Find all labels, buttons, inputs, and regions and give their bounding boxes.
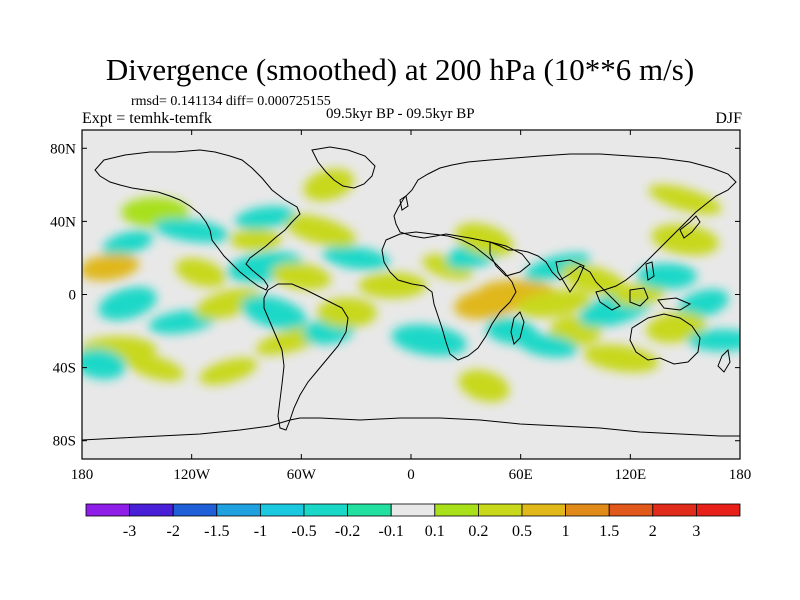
colorbar: -3 -2 -1.5 -1 -0.5 -0.2 -0.1 0.1 0.2 0.5 1 1.5 2 3 [85, 503, 741, 540]
colorbar-label: -0.5 [291, 523, 316, 540]
divergence-anomaly [646, 311, 706, 343]
divergence-anomaly [154, 218, 230, 243]
experiment-label: Expt = temhk-temfk [82, 110, 212, 127]
divergence-anomaly [518, 334, 578, 358]
y-tick-label: 80N [50, 141, 76, 157]
x-tick-label: 60E [509, 467, 533, 483]
divergence-anomaly [454, 223, 514, 257]
colorbar-label: 0.2 [468, 523, 488, 540]
stats-text: rmsd= 0.141134 diff= 0.000725155 [131, 94, 331, 109]
divergence-anomaly [303, 168, 355, 201]
divergence-anomaly [229, 228, 282, 251]
season-label: DJF [715, 110, 742, 127]
y-tick-label: 40S [53, 361, 76, 377]
colorbar-label: -0.1 [379, 523, 404, 540]
divergence-anomaly [515, 289, 592, 318]
coastline-south-america [263, 283, 349, 431]
divergence-anomaly [240, 295, 307, 330]
divergence-anomaly [317, 297, 378, 328]
colorbar-swatch [608, 503, 654, 517]
coastline-japan [679, 215, 701, 239]
coastline-philippines [645, 261, 655, 281]
x-tick-label: 0 [407, 467, 415, 483]
colorbar-swatch [172, 503, 218, 517]
divergence-anomaly [82, 253, 140, 281]
divergence-anomaly [358, 272, 427, 299]
divergence-anomaly [613, 283, 666, 306]
divergence-anomaly [282, 214, 357, 247]
colorbar-label: 1 [562, 523, 570, 540]
colorbar-label: -0.2 [335, 523, 360, 540]
colorbar-label: -2 [167, 523, 180, 540]
coastline-britain [399, 195, 409, 211]
divergence-anomaly [648, 184, 722, 215]
colorbar-swatch [477, 503, 523, 517]
divergence-anomaly [82, 348, 127, 380]
coastline-india [555, 259, 585, 293]
coastline-new-guinea [657, 297, 692, 311]
map-title: Divergence (smoothed) at 200 hPa (10**6 … [105, 52, 695, 87]
divergence-anomaly [126, 354, 185, 382]
coastline-antarctica [82, 417, 740, 441]
colorbar-label: 2 [649, 523, 657, 540]
colorbar-swatch [347, 503, 392, 517]
colorbar-swatch [259, 503, 305, 517]
coastline-madagascar [510, 311, 525, 345]
colorbar-label: -1 [254, 523, 267, 540]
colorbar-swatch [390, 503, 436, 517]
divergence-anomaly [199, 357, 258, 385]
y-tick-label: 0 [69, 288, 77, 304]
coastline-australia [629, 313, 701, 365]
coastline-arabia [489, 241, 531, 277]
divergence-anomaly [195, 288, 262, 320]
divergence-anomaly [235, 206, 295, 230]
divergence-anomaly [458, 369, 510, 402]
x-tick-label: 60W [287, 467, 317, 483]
colorbar-swatch [434, 503, 479, 517]
axis-ticks: 180 120W 60W 0 60E 120E 180 80N 40N 0 40S 80S [50, 130, 751, 483]
colorbar-label: 3 [692, 523, 700, 540]
colorbar-swatch [85, 503, 130, 517]
colorbar-swatch [696, 503, 741, 517]
colorbar-swatch [303, 503, 348, 517]
divergence-anomaly [651, 224, 719, 256]
colorbar-swatch [216, 503, 261, 517]
divergence-anomaly [102, 230, 153, 257]
colorbar-swatch [652, 503, 697, 517]
divergence-anomaly [636, 263, 697, 290]
colorbar-swatch [129, 503, 174, 517]
divergence-anomaly [583, 344, 659, 373]
colorbar-label: 0.5 [512, 523, 532, 540]
coastline-borneo [629, 287, 649, 307]
coastline-eurasia [393, 153, 737, 291]
coastline-new-zealand [717, 348, 731, 373]
colorbar-label: 0.1 [425, 523, 445, 540]
divergence-anomaly [322, 246, 390, 270]
x-tick-label: 180 [729, 467, 752, 483]
divergence-anomaly [687, 329, 740, 352]
coastline-greenland [311, 146, 376, 189]
colorbar-label: -3 [123, 523, 136, 540]
x-tick-label: 120E [614, 467, 646, 483]
x-tick-label: 180 [71, 467, 94, 483]
period-label: 09.5kyr BP - 09.5kyr BP [326, 106, 475, 122]
x-tick-label: 120W [173, 467, 211, 483]
coastline-north-america [94, 149, 301, 291]
divergence-anomaly [175, 258, 227, 287]
divergence-anomaly [678, 289, 729, 319]
coastline-sumatra [595, 289, 621, 311]
colorbar-swatch [565, 503, 610, 517]
coastline-africa [381, 231, 517, 361]
y-tick-label: 80S [53, 434, 76, 450]
colorbar-label: 1.5 [599, 523, 619, 540]
colorbar-label: -1.5 [204, 523, 229, 540]
divergence-anomaly [271, 262, 332, 290]
coastlines [82, 146, 740, 441]
y-tick-label: 40N [50, 214, 76, 230]
colorbar-swatch [521, 503, 566, 517]
divergence-anomaly [98, 287, 157, 321]
